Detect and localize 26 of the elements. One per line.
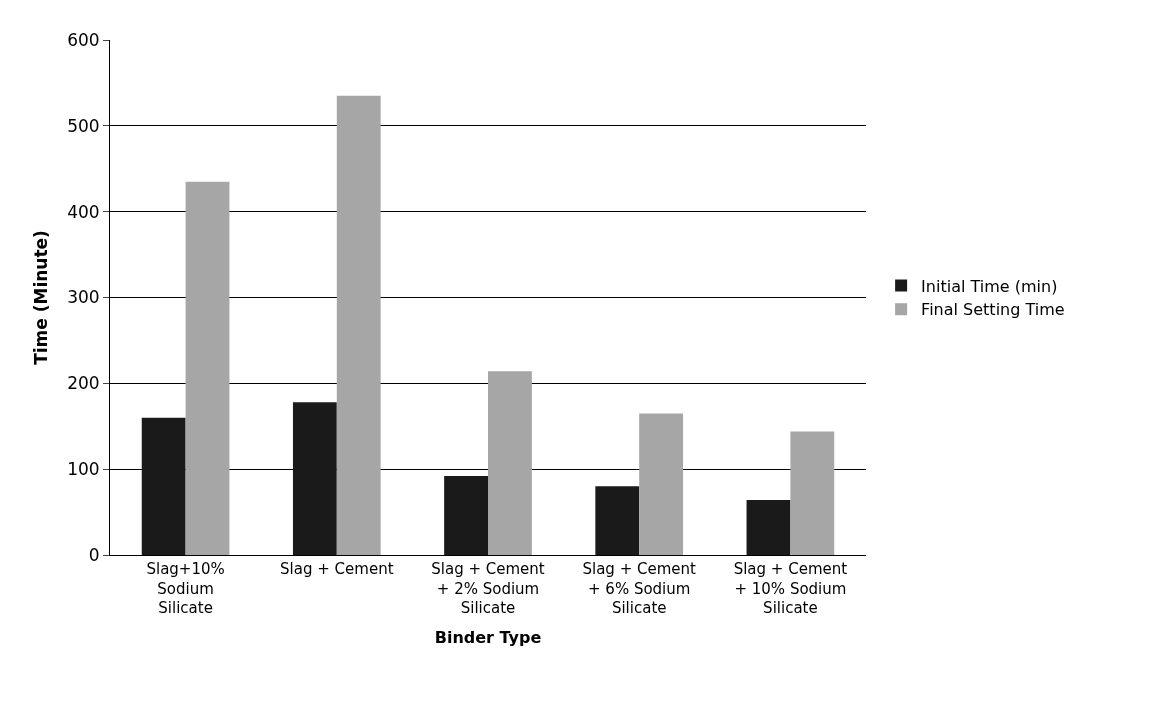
x-axis-title: Binder Type [434,627,542,647]
legend-label: Final Setting Time [921,300,1065,320]
x-tick-label: Slag+10% Sodium Silicate [146,560,225,617]
bar [790,431,835,555]
bar [488,371,532,555]
bar [185,181,230,555]
bar [292,402,337,555]
y-tick-label: 400 [67,201,100,222]
x-tick-label: Slag + Cement + 6% Sodium Silicate [582,560,697,617]
y-axis-title: Time (Minute) [30,230,51,365]
bar [746,500,791,555]
y-tick-label: 0 [88,544,100,565]
bar [595,486,640,555]
y-tick-label: 200 [67,373,100,394]
y-tick-label: 300 [67,287,100,308]
y-tick-label: 600 [67,29,100,50]
bar [141,417,186,555]
legend-label: Initial Time (min) [921,276,1058,296]
x-tick-label: Slag + Cement + 10% Sodium Silicate [733,560,848,617]
x-tick-label: Slag + Cement + 2% Sodium Silicate [431,560,545,617]
bar [336,95,381,555]
y-tick-label: 500 [67,115,100,136]
bar [444,476,488,555]
bar [639,413,684,555]
y-tick-label: 100 [67,459,100,480]
x-tick-label: Slag + Cement [280,560,394,578]
